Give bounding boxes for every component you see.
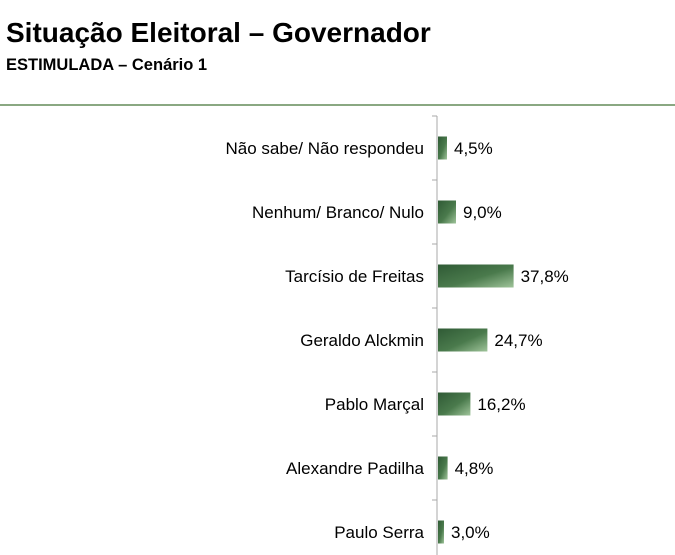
- value-label: 37,8%: [521, 267, 569, 286]
- value-labels-group: 4,5% 9,0% 37,8% 24,7% 16,2% 4,8% 3,0%: [451, 139, 569, 542]
- value-label: 3,0%: [451, 523, 490, 542]
- value-label: 24,7%: [494, 331, 542, 350]
- category-label: Alexandre Padilha: [286, 459, 425, 478]
- bar: [438, 456, 448, 480]
- page-subtitle: ESTIMULADA – Cenário 1: [6, 56, 208, 74]
- value-label: 9,0%: [463, 203, 502, 222]
- bar: [438, 520, 444, 544]
- page-title: Situação Eleitoral – Governador: [6, 17, 431, 48]
- category-label: Nenhum/ Branco/ Nulo: [252, 203, 424, 222]
- category-label: Tarcísio de Freitas: [285, 267, 424, 286]
- bar: [438, 264, 514, 288]
- title-divider: [0, 104, 675, 106]
- value-label: 4,8%: [455, 459, 494, 478]
- category-axis-ticks: [432, 115, 437, 501]
- category-label: Pablo Marçal: [325, 395, 424, 414]
- bar: [438, 328, 488, 352]
- bar: [438, 200, 456, 224]
- category-label: Geraldo Alckmin: [300, 331, 424, 350]
- category-labels-group: Não sabe/ Não respondeu Nenhum/ Branco/ N…: [226, 139, 425, 542]
- bars-group: [438, 136, 514, 544]
- bar: [438, 136, 447, 160]
- category-label: Não sabe/ Não respondeu: [226, 139, 424, 158]
- value-label: 4,5%: [454, 139, 493, 158]
- bar: [438, 392, 471, 416]
- value-label: 16,2%: [477, 395, 525, 414]
- category-label: Paulo Serra: [334, 523, 424, 542]
